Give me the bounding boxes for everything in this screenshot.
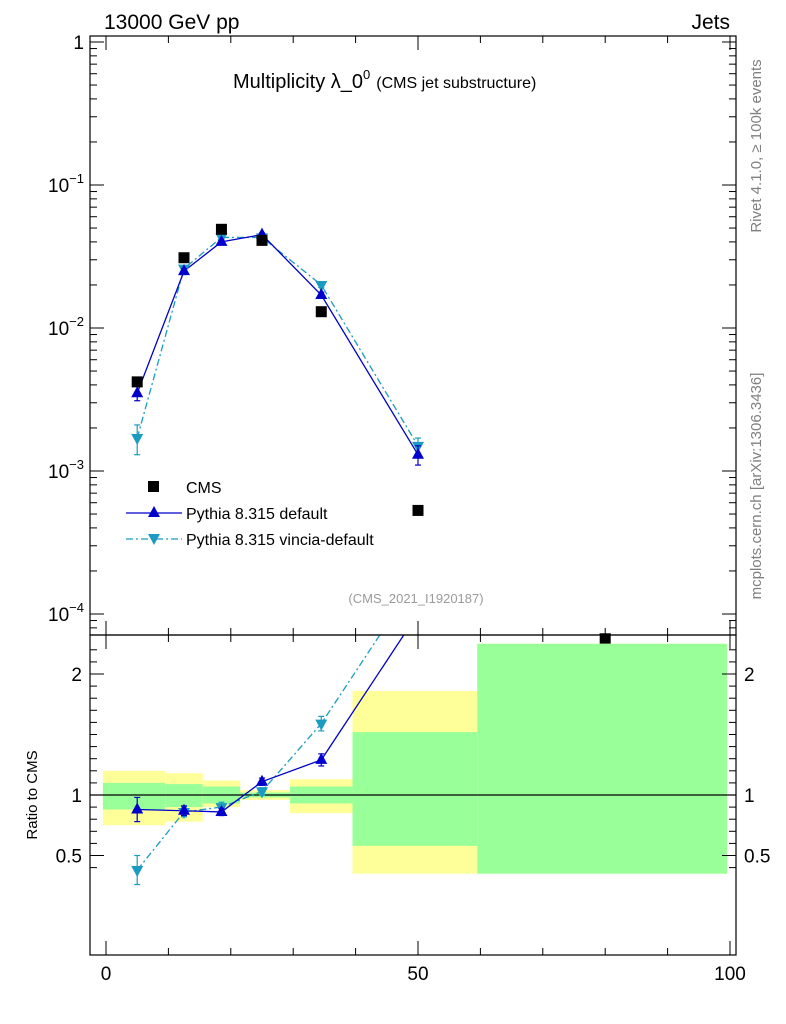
main-y-tick-label-base: 10	[48, 176, 69, 197]
main-title: Multiplicity λ_00 (CMS jet substructure)	[233, 67, 536, 93]
ratio-point-pythia-default	[412, 607, 424, 618]
band-green	[165, 784, 203, 808]
point-pythia-vincia	[131, 434, 144, 446]
main-series	[131, 223, 611, 635]
ratio-point-pythia-vincia	[256, 787, 268, 799]
ratio-y-ticks: 0.5 0.5 1 1 2 2	[56, 649, 770, 869]
ratio-y-tick-label-right: 2	[744, 665, 755, 686]
point-pythia-default	[412, 447, 424, 459]
main-title-text: Multiplicity λ_0	[233, 71, 363, 93]
point-pythia-default	[315, 288, 328, 300]
analysis-watermark: (CMS_2021_I1920187)	[348, 591, 483, 606]
ratio-y-tick-label-right: 1	[744, 786, 755, 807]
main-y-tick-label: 10−4	[48, 600, 84, 626]
ratio-point-pythia-default	[256, 774, 268, 786]
point-pythia-default	[131, 386, 144, 398]
point-cms	[178, 252, 190, 264]
point-cms	[315, 306, 327, 318]
point-pythia-vincia	[315, 280, 328, 292]
main-y-tick-label-exp: −1	[69, 171, 84, 186]
main-title-sup: 0	[363, 67, 370, 82]
main-title-subtitle: (CMS jet substructure)	[376, 75, 536, 92]
legend-label-cms: CMS	[186, 480, 222, 497]
ratio-y-tick-label-left: 0.5	[56, 847, 82, 868]
legend-marker-pythia-vincia	[148, 534, 160, 545]
mcplots-reference-label: mcplots.cern.ch [arXiv:1306.3436]	[748, 373, 765, 600]
ratio-y-tick-label-left: 1	[71, 786, 82, 807]
legend-label-pythia-vincia: Pythia 8.315 vincia-default	[186, 532, 374, 549]
main-x-ticks	[105, 36, 731, 635]
ratio-uncertainty-bands	[102, 643, 727, 874]
x-tick-label: 100	[714, 964, 746, 985]
ratio-point-pythia-default	[215, 804, 228, 816]
ratio-point-pythia-default	[131, 802, 144, 814]
ratio-y-tick-label-right: 0.5	[744, 847, 770, 868]
x-tick-label: 50	[407, 964, 428, 985]
ratio-point-pythia-vincia	[131, 866, 144, 878]
main-y-tick-label-base: 10	[48, 605, 69, 626]
main-y-tick-label: 1	[73, 33, 84, 54]
main-y-ticks: 110−110−210−310−4	[48, 33, 736, 629]
point-cms	[215, 223, 227, 235]
legend-marker-cms	[148, 481, 159, 492]
ratio-panel-frame	[89, 634, 737, 956]
ratio-line-pythia-default	[137, 635, 405, 813]
band-green	[352, 732, 478, 846]
ratio-line-pythia-vincia	[136, 635, 381, 871]
series-line-pythia-vincia	[136, 236, 419, 447]
x-tick-label: 0	[101, 964, 112, 985]
point-pythia-default	[178, 264, 190, 276]
main-y-tick-label: 10−3	[48, 457, 84, 483]
rivet-version-label: Rivet 4.1.0, ≥ 100k events	[748, 59, 765, 232]
main-y-tick-label-exp: −3	[69, 457, 84, 472]
main-y-tick-label-exp: −2	[69, 314, 84, 329]
ratio-series	[131, 573, 424, 886]
main-y-tick-label-exp: −4	[69, 600, 84, 615]
header-process-label: Jets	[691, 11, 730, 34]
ratio-y-axis-label: Ratio to CMS	[24, 750, 41, 839]
point-cms	[256, 234, 268, 246]
main-y-tick-label-base: 10	[48, 319, 69, 340]
ratio-point-pythia-default	[315, 752, 328, 764]
ratio-point-pythia-vincia	[412, 573, 424, 584]
main-panel: 110−110−210−310−4 Multiplicity λ_00(CMS …	[48, 33, 737, 645]
band-green	[477, 643, 727, 874]
point-cms	[131, 376, 143, 388]
ratio-y-tick-label-left: 2	[71, 665, 82, 686]
point-cms	[412, 504, 424, 516]
legend-marker-pythia-default	[148, 506, 160, 517]
legend: CMS Pythia 8.315 default Pythia 8.315 vi…	[126, 480, 374, 549]
point-pythia-default	[215, 234, 228, 246]
ratio-x-ticks: 0 50 100	[101, 635, 746, 985]
series-line-pythia-default	[136, 233, 419, 456]
main-y-tick-label-base: 10	[48, 462, 69, 483]
band-green	[102, 782, 166, 810]
main-y-tick-label: 10−2	[48, 314, 84, 340]
ratio-point-pythia-default	[178, 803, 190, 815]
ratio-panel: 0.5 0.5 1 1 2 2 0 50 100 Ratio to CMS	[24, 573, 770, 985]
ratio-point-pythia-vincia	[315, 719, 328, 731]
main-y-tick-label: 10−1	[48, 171, 84, 197]
header-energy-label: 13000 GeV pp	[104, 11, 239, 34]
legend-label-pythia-default: Pythia 8.315 default	[186, 506, 328, 523]
